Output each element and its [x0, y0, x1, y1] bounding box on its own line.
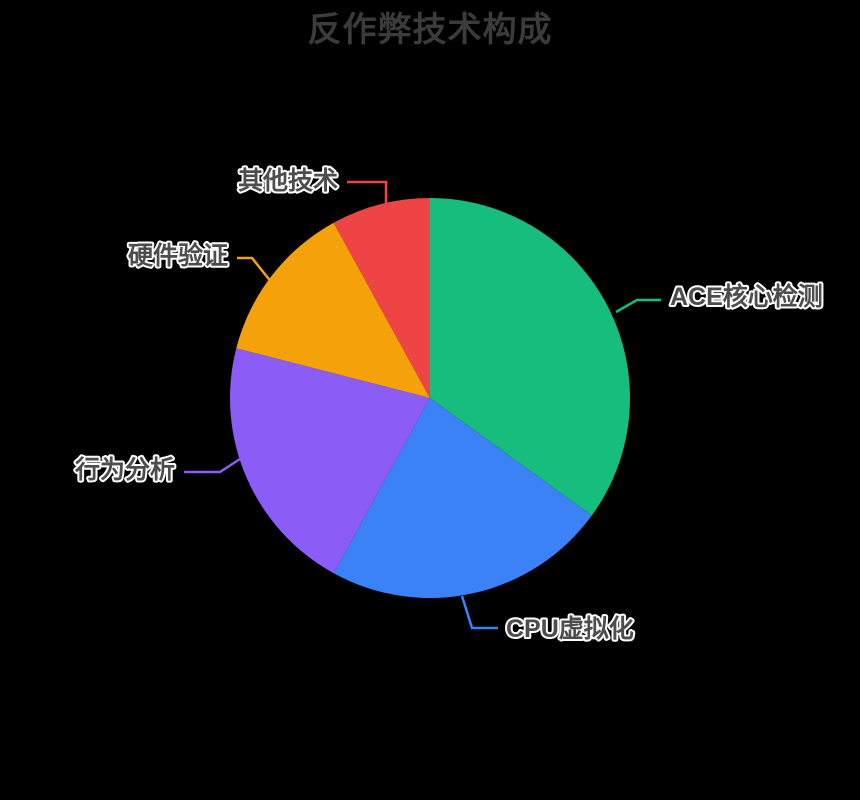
pie-label-other-technologies: 其他技术 — [238, 166, 338, 195]
pie-slice-group — [229, 198, 630, 598]
pie-slice[interactable] — [430, 198, 630, 516]
pie-label-behavior-analysis: 行为分析 — [74, 456, 175, 484]
pie-slice[interactable] — [236, 222, 430, 398]
pie-slice[interactable] — [333, 198, 430, 398]
leader-line-group — [184, 180, 661, 630]
pie-slice[interactable] — [333, 398, 592, 598]
leader-line-ace-core-detection — [615, 298, 661, 314]
pie-label-group: ACE核心检测 CPU虚拟化 行为分析 硬件验证 其他技术 — [72, 164, 825, 645]
leader-line-other-technologies — [347, 180, 388, 213]
leader-line-hardware-verification — [237, 256, 273, 284]
pie-slice[interactable] — [229, 348, 430, 574]
pie-label-hardware-verification: 硬件验证 — [128, 241, 228, 270]
pie-label-cpu-virtualization: CPU虚拟化 — [506, 615, 634, 643]
leader-line-behavior-analysis — [184, 455, 244, 474]
pie-label-ace-core-detection: ACE核心检测 — [670, 282, 823, 311]
chart-title: 反作弊技术构成 — [307, 11, 553, 49]
leader-line-cpu-virtualization — [460, 595, 498, 630]
